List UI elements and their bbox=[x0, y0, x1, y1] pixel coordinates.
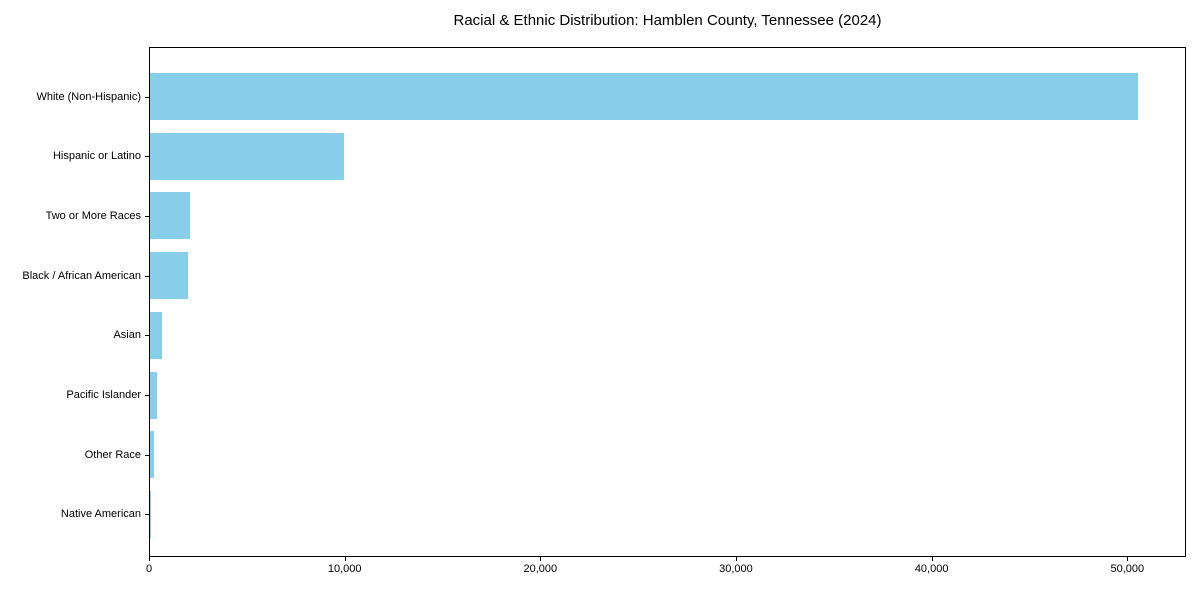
category-label: Two or More Races bbox=[45, 209, 141, 222]
y-tick bbox=[145, 395, 149, 396]
x-tick-label: 10,000 bbox=[327, 563, 362, 575]
bar bbox=[150, 132, 344, 180]
bar bbox=[150, 431, 154, 479]
x-tick-label: 30,000 bbox=[719, 563, 753, 575]
bar bbox=[150, 311, 163, 359]
y-tick bbox=[145, 96, 149, 98]
x-tick-label: 0 bbox=[145, 563, 153, 575]
x-tick bbox=[1127, 557, 1129, 561]
x-tick-label: 50,000 bbox=[1110, 563, 1145, 575]
bar bbox=[150, 490, 151, 538]
x-tick bbox=[149, 557, 150, 561]
y-tick bbox=[145, 454, 149, 456]
plot-area bbox=[149, 47, 1186, 557]
category-label: Asian bbox=[113, 329, 141, 342]
y-tick bbox=[145, 275, 149, 277]
category-label: Native American bbox=[60, 508, 141, 521]
category-label: Pacific Islander bbox=[66, 389, 141, 401]
bar bbox=[150, 371, 158, 419]
x-tick-label: 20,000 bbox=[523, 563, 558, 575]
y-tick bbox=[145, 514, 149, 516]
category-label: Hispanic or Latino bbox=[52, 150, 141, 163]
x-tick bbox=[931, 557, 933, 561]
x-tick-label: 40,000 bbox=[914, 563, 949, 575]
chart-title: Racial & Ethnic Distribution: Hamblen Co… bbox=[453, 12, 882, 29]
y-tick bbox=[145, 335, 149, 337]
bar bbox=[150, 192, 191, 240]
category-label: Black / African American bbox=[22, 269, 141, 282]
category-label: White (Non-Hispanic) bbox=[36, 90, 141, 103]
y-tick bbox=[145, 156, 149, 158]
x-tick bbox=[344, 557, 346, 561]
x-tick bbox=[735, 557, 737, 561]
x-tick bbox=[540, 557, 542, 561]
bar bbox=[150, 73, 1139, 120]
y-tick bbox=[145, 215, 149, 217]
bar bbox=[150, 252, 189, 300]
category-label: Other Race bbox=[84, 448, 141, 461]
